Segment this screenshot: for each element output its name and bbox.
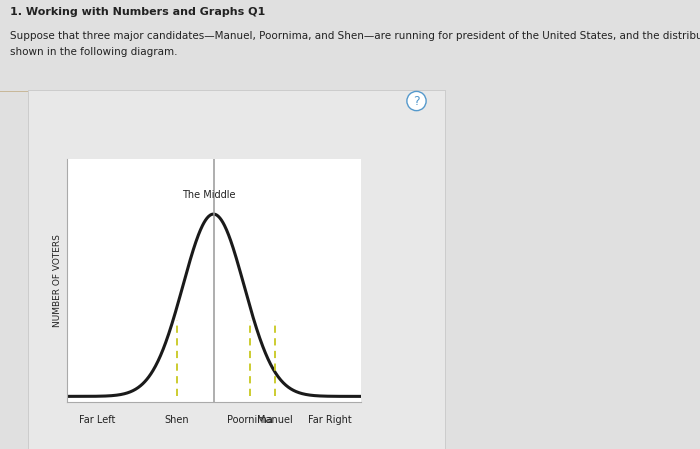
Text: Far Left: Far Left — [79, 414, 116, 425]
Text: Shen: Shen — [164, 414, 189, 425]
Text: Poornima: Poornima — [228, 414, 273, 425]
Text: shown in the following diagram.: shown in the following diagram. — [10, 47, 178, 57]
Text: Suppose that three major candidates—Manuel, Poornima, and Shen—are running for p: Suppose that three major candidates—Manu… — [10, 31, 700, 41]
Text: ?: ? — [413, 95, 420, 107]
Text: Manuel: Manuel — [257, 414, 293, 425]
Y-axis label: NUMBER OF VOTERS: NUMBER OF VOTERS — [53, 234, 62, 327]
Text: 1. Working with Numbers and Graphs Q1: 1. Working with Numbers and Graphs Q1 — [10, 7, 266, 17]
Text: The Middle: The Middle — [182, 189, 236, 199]
Text: Far Right: Far Right — [308, 414, 351, 425]
